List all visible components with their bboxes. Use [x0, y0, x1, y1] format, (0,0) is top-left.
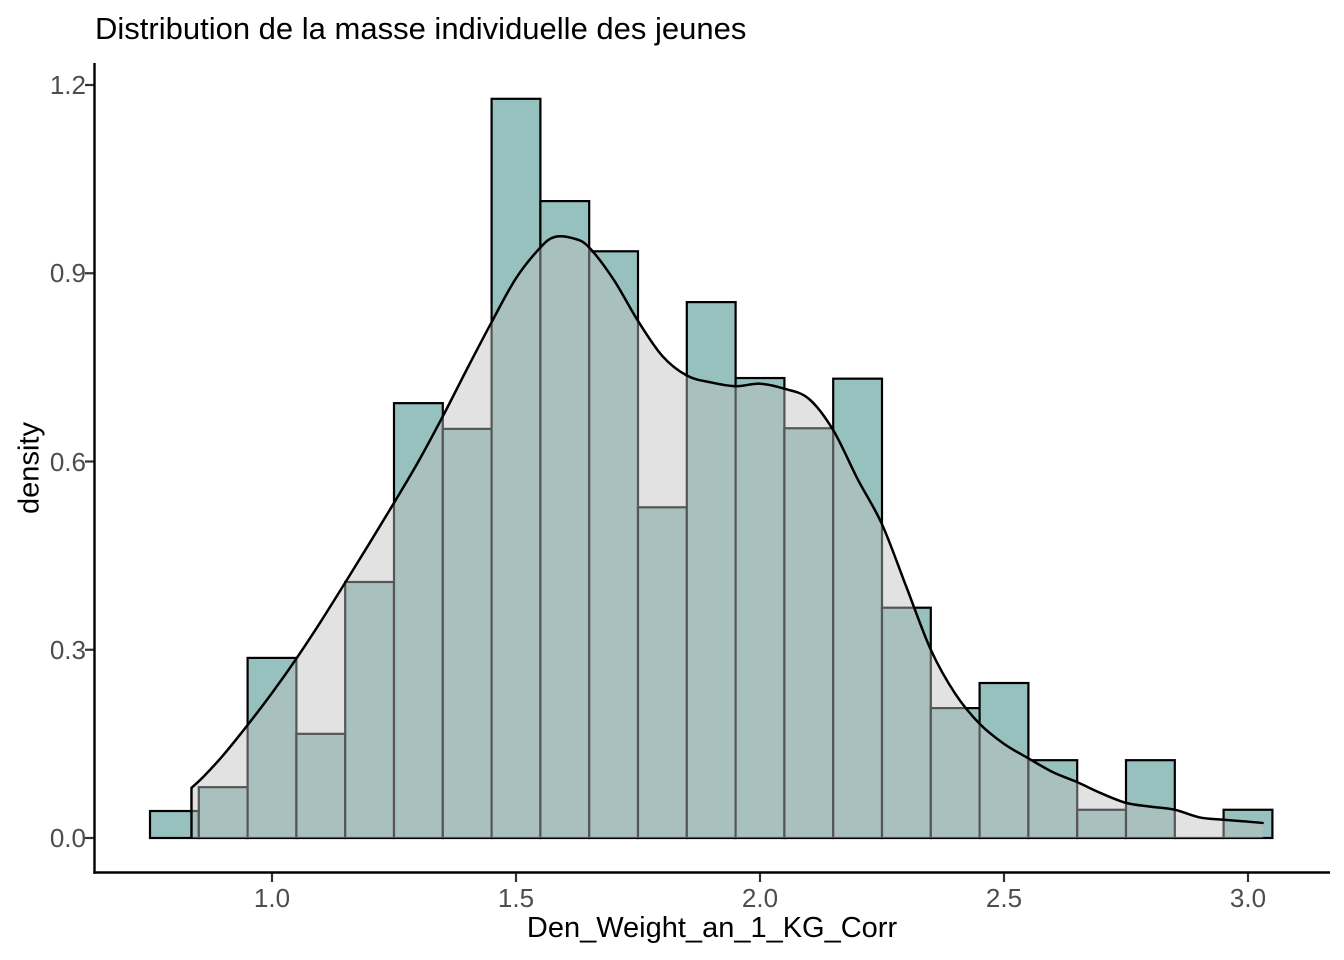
histogram-bar [734, 376, 786, 840]
histogram-bar [588, 250, 640, 840]
histogram-bar [392, 402, 444, 840]
density-area [191, 236, 1263, 839]
histogram-bar [1076, 808, 1128, 840]
histogram-bar [978, 681, 1030, 840]
histogram-bar [929, 707, 981, 840]
histogram-bar [441, 427, 493, 840]
histogram-bar [1124, 759, 1176, 840]
histogram-bar [490, 97, 542, 840]
x-axis-title: Den_Weight_an_1_KG_Corr [526, 912, 898, 944]
histogram-bar [880, 606, 932, 840]
x-tick-label: 1.0 [253, 883, 291, 913]
density-curve [190, 235, 1264, 825]
y-tick-label: 0.3 [49, 634, 86, 665]
histogram-bar [783, 427, 835, 840]
y-tick-label: 0.6 [49, 446, 86, 477]
y-tick-label: 0.0 [49, 823, 86, 853]
y-tick-label: 1.2 [49, 70, 86, 100]
histogram-bar [344, 580, 396, 840]
x-tick-label: 1.5 [497, 883, 535, 913]
histogram-bar [685, 301, 737, 840]
histogram-bar [197, 786, 249, 840]
x-tick-label: 2.5 [985, 883, 1023, 913]
histogram-bar [246, 656, 298, 840]
histogram-bar [1222, 808, 1274, 840]
x-tick-label: 3.0 [1229, 883, 1267, 913]
chart-title: Distribution de la masse individuelle de… [95, 11, 747, 46]
x-tick-label: 2.0 [741, 883, 779, 913]
y-tick-label: 0.9 [49, 258, 86, 289]
histogram-bar [539, 199, 591, 840]
